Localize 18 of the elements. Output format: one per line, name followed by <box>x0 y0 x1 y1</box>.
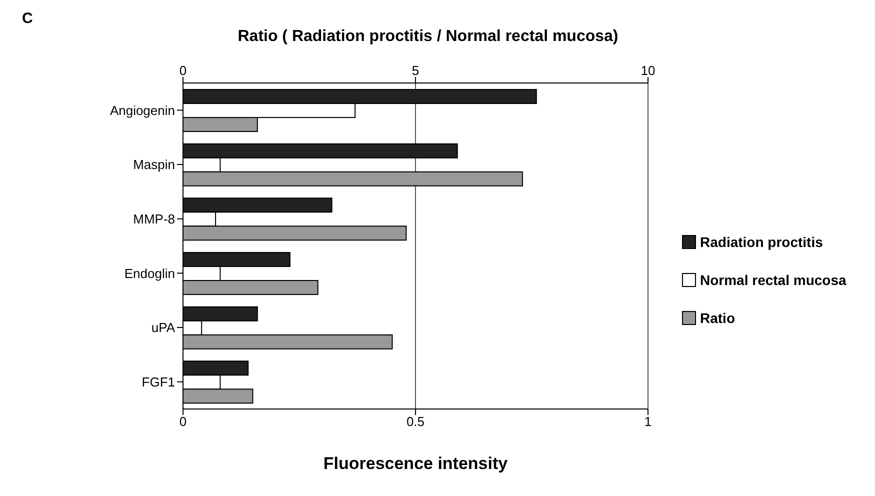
y-tick-label: Maspin <box>133 157 175 172</box>
y-tick-label: MMP-8 <box>133 211 175 226</box>
chart-title: Ratio ( Radiation proctitis / Normal rectal mucosa) <box>236 28 620 46</box>
x2-tick-label: 0 <box>179 63 187 78</box>
y-tick-label: FGF1 <box>142 374 175 390</box>
x2-tick-label: 5 <box>412 63 420 78</box>
y-tick-label: uPA <box>151 320 176 336</box>
x-tick-label: 1 <box>644 414 652 430</box>
legend-label: Radiation proctitis <box>700 234 823 250</box>
x-axis-title: Fluorescence intensity <box>323 454 508 473</box>
legend-label: Ratio <box>700 310 735 326</box>
x2-tick-label: 10 <box>640 63 656 78</box>
y-tick-label: Endoglin <box>124 266 175 281</box>
text: C <box>22 10 33 27</box>
x-tick-label: 0.5 <box>406 414 425 430</box>
legend-label: Normal rectal mucosa <box>700 272 846 288</box>
x-tick-label: 0 <box>179 414 187 430</box>
y-tick-label: Angiogenin <box>110 102 175 118</box>
